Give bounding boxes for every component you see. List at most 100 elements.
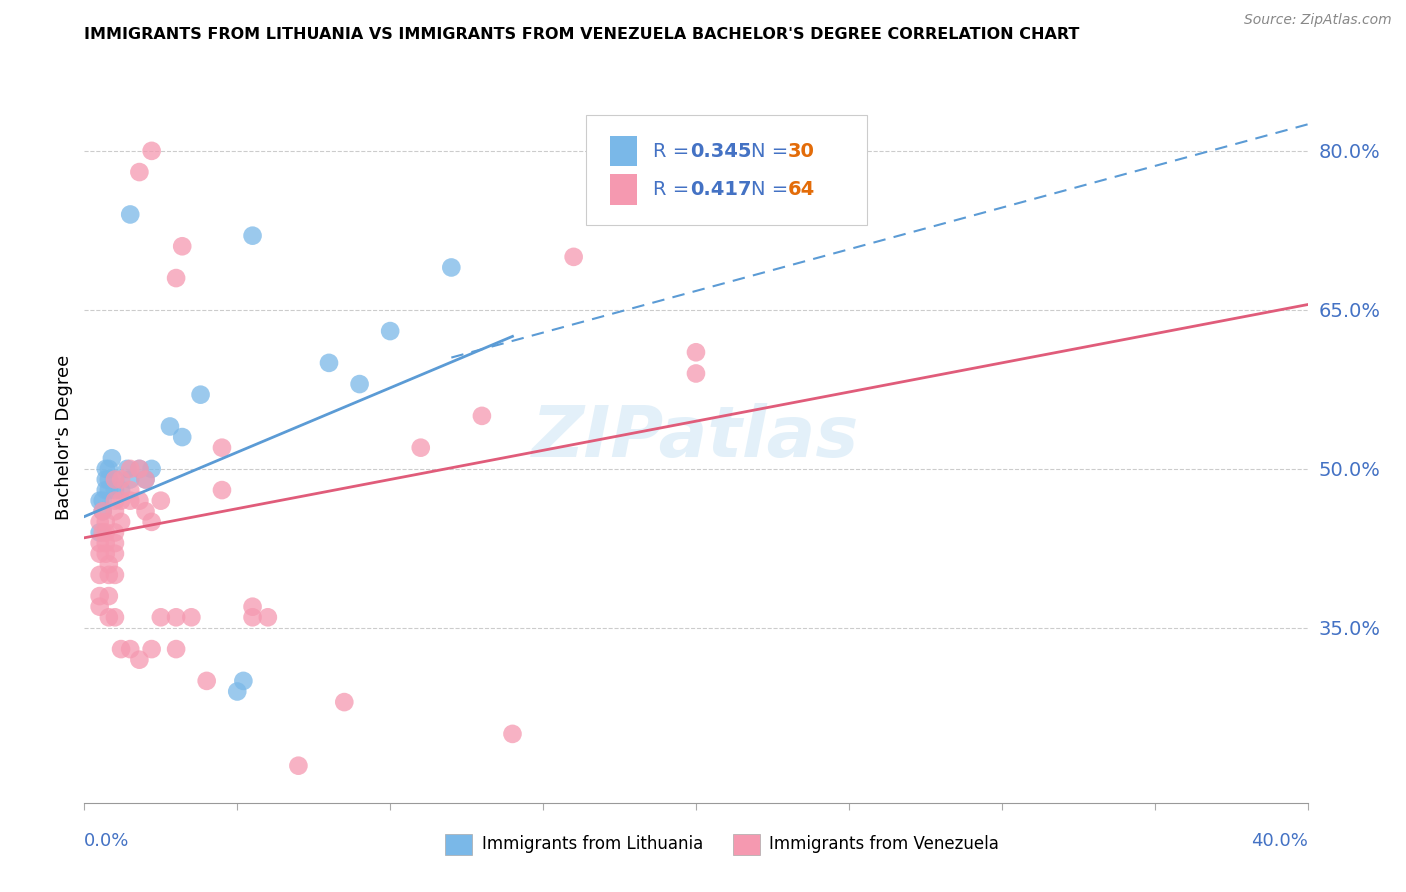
Point [685, 367, 707, 381]
Point [562, 250, 585, 264]
Point [94, 547, 117, 561]
Text: 64: 64 [787, 180, 815, 199]
Point [502, 727, 524, 741]
Point [172, 430, 194, 444]
Point [318, 356, 340, 370]
Point [135, 473, 157, 487]
Point [104, 504, 127, 518]
Point [91, 525, 114, 540]
Text: N =: N = [751, 142, 794, 161]
Point [110, 515, 132, 529]
Point [97, 473, 120, 487]
Point [89, 547, 111, 561]
Text: Immigrants from Lithuania: Immigrants from Lithuania [482, 836, 703, 854]
Point [94, 525, 117, 540]
Point [128, 165, 150, 179]
Point [211, 441, 233, 455]
Text: 0.417: 0.417 [690, 180, 751, 199]
Point [242, 610, 264, 624]
Point [120, 642, 142, 657]
Text: 40.0%: 40.0% [1251, 832, 1308, 850]
Point [349, 377, 371, 392]
FancyBboxPatch shape [446, 833, 472, 855]
Point [159, 419, 181, 434]
Point [120, 207, 142, 221]
Text: IMMIGRANTS FROM LITHUANIA VS IMMIGRANTS FROM VENEZUELA BACHELOR'S DEGREE CORRELA: IMMIGRANTS FROM LITHUANIA VS IMMIGRANTS … [84, 27, 1080, 42]
Text: R =: R = [654, 142, 696, 161]
Point [89, 599, 111, 614]
Point [120, 483, 142, 497]
Point [91, 493, 114, 508]
Point [110, 473, 132, 487]
Point [94, 483, 117, 497]
Point [120, 462, 142, 476]
Point [471, 409, 494, 423]
Point [180, 610, 202, 624]
Point [128, 462, 150, 476]
Point [190, 387, 212, 401]
Point [104, 525, 127, 540]
Point [211, 483, 233, 497]
Point [120, 473, 142, 487]
FancyBboxPatch shape [610, 136, 637, 167]
Point [94, 473, 117, 487]
Point [104, 547, 127, 561]
Point [195, 673, 218, 688]
Point [409, 441, 432, 455]
Text: Source: ZipAtlas.com: Source: ZipAtlas.com [1244, 13, 1392, 28]
Point [141, 515, 163, 529]
Point [242, 228, 264, 243]
FancyBboxPatch shape [733, 833, 759, 855]
Point [115, 462, 138, 476]
Point [104, 567, 127, 582]
Point [104, 473, 127, 487]
Point [287, 758, 309, 772]
Text: 30: 30 [787, 142, 814, 161]
Point [141, 144, 163, 158]
Point [380, 324, 402, 338]
Text: N =: N = [751, 180, 794, 199]
Point [89, 536, 111, 550]
Point [97, 589, 120, 603]
Point [128, 493, 150, 508]
Point [94, 462, 117, 476]
Point [101, 451, 124, 466]
Text: R =: R = [654, 180, 696, 199]
Point [91, 504, 114, 518]
Point [120, 493, 142, 508]
Point [333, 695, 356, 709]
Point [91, 504, 114, 518]
Text: Immigrants from Venezuela: Immigrants from Venezuela [769, 836, 1000, 854]
Point [110, 642, 132, 657]
Point [128, 653, 150, 667]
Point [104, 483, 127, 497]
Point [89, 525, 111, 540]
Point [110, 493, 132, 508]
Point [172, 239, 194, 253]
Point [110, 483, 132, 497]
Point [232, 673, 254, 688]
Point [104, 610, 127, 624]
Point [89, 567, 111, 582]
FancyBboxPatch shape [610, 175, 637, 205]
Point [97, 610, 120, 624]
Point [104, 536, 127, 550]
Y-axis label: Bachelor's Degree: Bachelor's Degree [55, 354, 73, 520]
Point [97, 462, 120, 476]
Point [141, 462, 163, 476]
FancyBboxPatch shape [586, 115, 868, 225]
Point [149, 493, 172, 508]
Point [165, 271, 187, 285]
Point [440, 260, 463, 275]
Point [149, 610, 172, 624]
Point [97, 567, 120, 582]
Point [685, 345, 707, 359]
Point [165, 642, 187, 657]
Point [226, 684, 249, 698]
Point [242, 599, 264, 614]
Text: ZIPatlas: ZIPatlas [533, 402, 859, 472]
Point [97, 558, 120, 572]
Point [141, 642, 163, 657]
Point [104, 473, 127, 487]
Point [128, 462, 150, 476]
